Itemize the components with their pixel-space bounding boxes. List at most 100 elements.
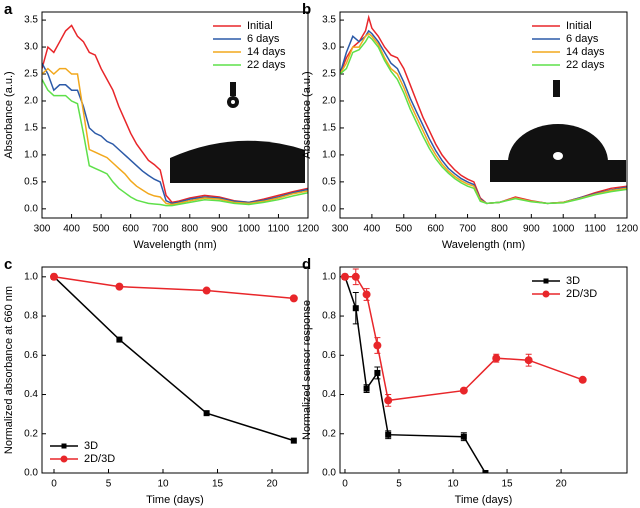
x-tick-label: 0	[342, 479, 348, 490]
panel: c 0 5 10 15 20 0.0 0.2 0.4 0.6 0.8 1.0 Time (days) No…	[3, 256, 309, 506]
x-tick-label: 0	[51, 479, 57, 490]
y-tick-label: 1.0	[24, 271, 38, 282]
series-line	[344, 276, 487, 473]
x-tick-label: 1000	[238, 224, 261, 235]
y-tick-label: 1.5	[322, 123, 336, 134]
marker	[203, 410, 210, 417]
y-tick-label: 1.0	[322, 271, 336, 282]
legend-label: 22 days	[566, 59, 605, 71]
marker	[374, 369, 381, 376]
panel: d 0 5 10 15 20 0.0 0.2 0.4 0.6 0.8 1.0 Time (days) No…	[301, 256, 628, 506]
y-tick-label: 1.5	[24, 123, 38, 134]
panel-label: a	[4, 1, 13, 18]
series-line	[340, 35, 627, 205]
marker	[352, 305, 359, 312]
marker	[340, 272, 349, 281]
plot-area	[340, 14, 627, 205]
droplet-highlight	[231, 100, 235, 104]
y-axis-label: Normalized sensor response	[301, 300, 313, 440]
y-axis-label: Absorbance (a.u.)	[301, 71, 313, 158]
legend-label: 2D/3D	[84, 453, 115, 465]
marker	[202, 286, 211, 295]
x-tick-label: 600	[122, 224, 139, 235]
nozzle	[553, 80, 560, 97]
y-tick-label: 0.2	[24, 428, 38, 439]
series-line	[53, 276, 294, 300]
marker	[459, 386, 468, 395]
x-tick-label: 1000	[552, 224, 575, 235]
panel-label: b	[302, 1, 311, 18]
plot-area	[340, 268, 587, 473]
y-tick-label: 0.6	[322, 350, 336, 361]
legend-label: 14 days	[247, 46, 286, 58]
y-tick-label: 0.0	[322, 468, 336, 479]
y-tick-label: 0.4	[24, 389, 38, 400]
x-tick-label: 15	[501, 479, 513, 490]
contact-drop	[508, 124, 608, 162]
legend-marker	[61, 443, 67, 449]
x-tick-label: 600	[427, 224, 444, 235]
legend-label: Initial	[566, 20, 592, 32]
y-tick-label: 2.0	[24, 96, 38, 107]
y-tick-label: 0.5	[24, 177, 38, 188]
marker	[578, 375, 587, 384]
marker	[289, 294, 298, 303]
marker	[385, 431, 392, 438]
panel-label: c	[4, 256, 12, 273]
marker	[363, 385, 370, 392]
marker	[115, 282, 124, 291]
contact-base	[490, 160, 626, 182]
marker	[362, 290, 371, 299]
x-tick-label: 500	[395, 224, 412, 235]
x-tick-label: 10	[157, 479, 169, 490]
x-axis-label: Wavelength (nm)	[442, 239, 525, 251]
contact-image	[170, 140, 305, 183]
y-tick-label: 0.2	[322, 428, 336, 439]
y-tick-label: 2.5	[24, 69, 38, 80]
series-line	[53, 276, 295, 442]
legend-marker	[60, 455, 68, 463]
x-tick-label: 15	[212, 479, 224, 490]
legend-marker	[543, 278, 549, 284]
legend-label: 2D/3D	[566, 288, 597, 300]
x-tick-label: 800	[491, 224, 508, 235]
panel-label: d	[302, 256, 311, 273]
y-tick-label: 0.5	[322, 177, 336, 188]
inset-droplet-b	[490, 80, 626, 182]
marker	[460, 433, 467, 440]
x-tick-label: 1100	[268, 224, 290, 235]
inset-droplet-a	[170, 82, 305, 183]
axes-frame	[339, 266, 628, 474]
legend-label: 14 days	[566, 46, 605, 58]
marker	[524, 356, 533, 365]
x-axis-label: Time (days)	[455, 494, 513, 506]
plot-area	[42, 24, 308, 207]
marker	[492, 354, 501, 363]
x-tick-label: 1200	[616, 224, 639, 235]
axes-frame	[339, 11, 628, 219]
x-axis-label: Time (days)	[146, 494, 204, 506]
x-tick-label: 900	[523, 224, 540, 235]
marker	[351, 272, 360, 281]
x-tick-label: 5	[106, 479, 112, 490]
x-tick-label: 1100	[584, 224, 606, 235]
x-tick-label: 20	[556, 479, 568, 490]
legend-label: 22 days	[247, 59, 286, 71]
y-tick-label: 0.4	[322, 389, 336, 400]
y-axis-label: Normalized absorbance at 660 nm	[3, 286, 15, 454]
marker	[116, 336, 123, 343]
y-axis-label: Absorbance (a.u.)	[3, 71, 15, 158]
x-tick-label: 700	[152, 224, 169, 235]
y-tick-label: 2.0	[322, 96, 336, 107]
y-tick-label: 2.5	[322, 69, 336, 80]
series-line	[42, 79, 308, 207]
x-tick-label: 20	[266, 479, 278, 490]
x-tick-label: 800	[181, 224, 198, 235]
x-tick-label: 700	[459, 224, 476, 235]
panel: b 300 400 500 600 700 800 900 1000 1100 1200 0.0 0.5…	[301, 1, 639, 251]
x-axis-label: Wavelength (nm)	[133, 239, 216, 251]
marker	[49, 272, 58, 281]
marker	[373, 341, 382, 350]
